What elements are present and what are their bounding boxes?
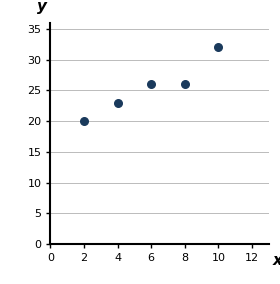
X-axis label: x: x <box>273 253 280 268</box>
Point <box>183 82 187 87</box>
Point <box>82 119 86 124</box>
Y-axis label: y: y <box>37 0 47 14</box>
Point <box>216 45 221 50</box>
Point <box>115 101 120 105</box>
Point <box>149 82 153 87</box>
